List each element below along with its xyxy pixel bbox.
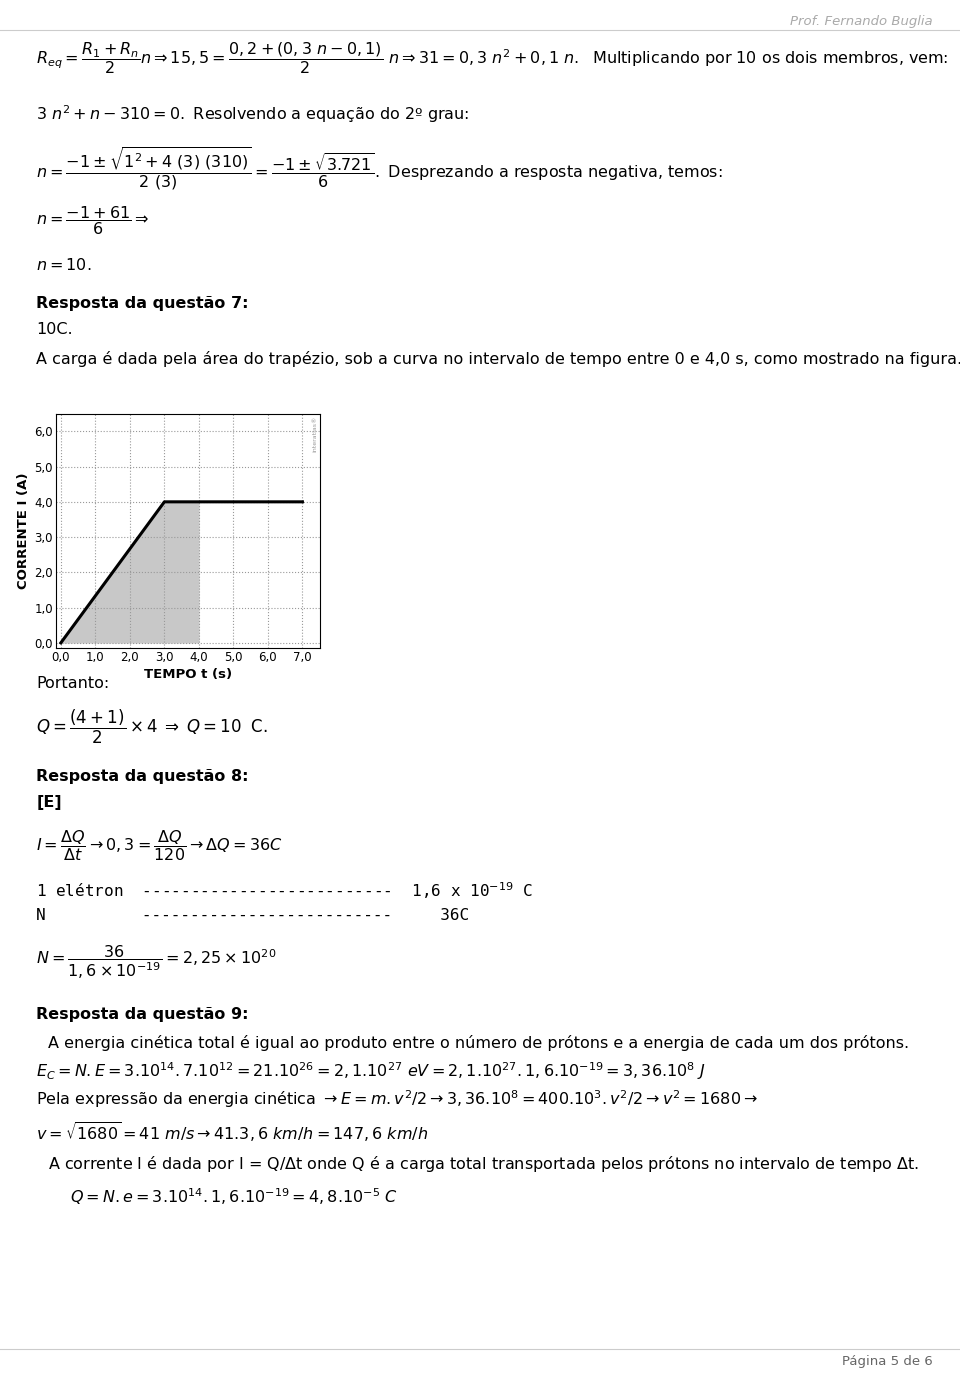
Text: $Q = \dfrac{(4+1)}{2} \times 4 \;\Rightarrow\; Q = 10\;$ C.: $Q = \dfrac{(4+1)}{2} \times 4 \;\Righta… xyxy=(36,707,269,746)
Text: N          --------------------------     36C: N -------------------------- 36C xyxy=(36,909,469,923)
Text: $n = 10.$: $n = 10.$ xyxy=(36,256,92,273)
Y-axis label: CORRENTE I (A): CORRENTE I (A) xyxy=(17,473,30,589)
Text: Resposta da questão 8:: Resposta da questão 8: xyxy=(36,769,249,783)
Text: $E_C = N.E = 3.10^{14}.7.10^{12} = 21.10^{26} = 2,1.10^{27}\ eV = 2,1.10^{27}.1,: $E_C = N.E = 3.10^{14}.7.10^{12} = 21.10… xyxy=(36,1060,707,1083)
Text: A carga é dada pela área do trapézio, sob a curva no intervalo de tempo entre 0 : A carga é dada pela área do trapézio, so… xyxy=(36,350,960,367)
Polygon shape xyxy=(60,502,199,643)
Text: interatlas®: interatlas® xyxy=(313,416,318,452)
Text: $n = \dfrac{-1 \pm \sqrt{1^2 + 4\ (3)\ (310)}}{2\ (3)} = \dfrac{-1 \pm \sqrt{3.7: $n = \dfrac{-1 \pm \sqrt{1^2 + 4\ (3)\ (… xyxy=(36,145,723,192)
Text: $3\ n^2 + n - 310 = 0.$ Resolvendo a equação do 2º grau:: $3\ n^2 + n - 310 = 0.$ Resolvendo a equ… xyxy=(36,103,469,125)
Text: Resposta da questão 7:: Resposta da questão 7: xyxy=(36,296,249,310)
Text: $n = \dfrac{-1 + 61}{6} \Rightarrow$: $n = \dfrac{-1 + 61}{6} \Rightarrow$ xyxy=(36,204,150,237)
Text: $I = \dfrac{\Delta Q}{\Delta t} \rightarrow 0,3 = \dfrac{\Delta Q}{120} \rightar: $I = \dfrac{\Delta Q}{\Delta t} \rightar… xyxy=(36,827,283,863)
Text: $v = \sqrt{1680} = 41\ m/s \rightarrow 41.3,6\ km/h = 147,6\ km/h$: $v = \sqrt{1680} = 41\ m/s \rightarrow 4… xyxy=(36,1120,428,1145)
Text: [E]: [E] xyxy=(36,796,62,809)
Text: 1 elétron  --------------------------  1,6 x 10$^{-19}$ C: 1 elétron -------------------------- 1,6… xyxy=(36,880,534,902)
Text: Página 5 de 6: Página 5 de 6 xyxy=(842,1354,933,1368)
Text: $N = \dfrac{36}{1,6 \times 10^{-19}} = 2,25 \times 10^{20}$: $N = \dfrac{36}{1,6 \times 10^{-19}} = 2… xyxy=(36,943,276,982)
Text: Portanto:: Portanto: xyxy=(36,677,109,691)
Text: 10C.: 10C. xyxy=(36,323,73,336)
Text: $R_{eq} = \dfrac{R_1 + R_n}{2}n \Rightarrow 15,5 = \dfrac{0,2 + (0,3\ \mathit{n}: $R_{eq} = \dfrac{R_1 + R_n}{2}n \Rightar… xyxy=(36,40,948,76)
Text: $Q = N.e = 3.10^{14}.1,6.10^{-19} = 4,8.10^{-5}\ C$: $Q = N.e = 3.10^{14}.1,6.10^{-19} = 4,8.… xyxy=(70,1186,398,1208)
Text: A corrente I é dada por I = Q/$\Delta$t onde Q é a carga total transportada pelo: A corrente I é dada por I = Q/$\Delta$t … xyxy=(48,1154,920,1174)
Text: A energia cinética total é igual ao produto entre o número de prótons e a energi: A energia cinética total é igual ao prod… xyxy=(48,1034,909,1051)
X-axis label: TEMPO t (s): TEMPO t (s) xyxy=(144,667,231,681)
Text: Resposta da questão 9:: Resposta da questão 9: xyxy=(36,1008,249,1022)
Text: Pela expressão da energia cinética $\rightarrow E = m.v^2/2 \rightarrow 3,36.10^: Pela expressão da energia cinética $\rig… xyxy=(36,1088,758,1110)
Text: Prof. Fernando Buglia: Prof. Fernando Buglia xyxy=(790,15,933,28)
